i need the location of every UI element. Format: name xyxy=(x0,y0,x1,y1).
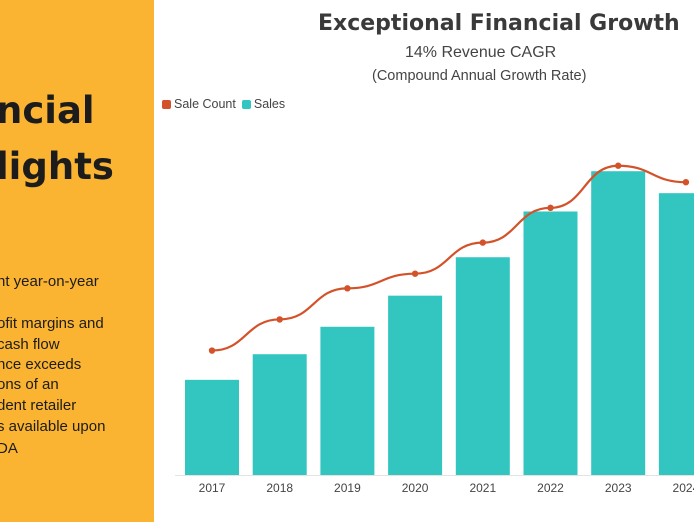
chart-subtitle: 14% Revenue CAGR xyxy=(405,44,557,61)
chart-subtitle-note: (Compound Annual Growth Rate) xyxy=(372,68,587,84)
section-heading-line1: ncial xyxy=(0,89,95,132)
legend-swatch xyxy=(162,99,171,109)
x-tick-label: 2021 xyxy=(469,481,496,495)
highlight-text: nce exceeds xyxy=(0,356,82,373)
point-2024 xyxy=(682,179,690,186)
x-tick-label: 2024 xyxy=(673,481,694,495)
x-tick-label: 2017 xyxy=(199,481,226,495)
legend-item-sales: Sales xyxy=(241,97,286,111)
section-heading-line2: lights xyxy=(0,145,114,188)
line-sale-count xyxy=(211,164,686,352)
point-2019 xyxy=(344,285,351,292)
x-tick-label: 2022 xyxy=(537,481,564,495)
bar-2021 xyxy=(455,257,510,475)
point-2022 xyxy=(547,204,554,212)
highlight-text: dent retailer xyxy=(0,397,77,414)
point-2021 xyxy=(479,239,486,246)
bar-2024 xyxy=(658,193,694,475)
highlight-text: DA xyxy=(0,440,18,457)
bar-2022 xyxy=(523,211,578,476)
x-tick-label: 2019 xyxy=(334,481,361,495)
highlight-text: ofit margins and xyxy=(0,315,104,332)
point-2017 xyxy=(208,347,216,354)
point-2023 xyxy=(615,162,622,169)
highlight-text: ons of an xyxy=(0,376,59,393)
point-2020 xyxy=(411,270,419,277)
bar-2019 xyxy=(320,326,375,475)
x-tick-label: 2018 xyxy=(266,481,293,495)
x-tick-label: 2023 xyxy=(605,481,632,495)
bar-2017 xyxy=(185,379,239,475)
x-tick-label: 2020 xyxy=(402,481,429,495)
legend-swatch xyxy=(241,99,251,109)
highlight-text: s available upon xyxy=(0,418,106,435)
legend-item-sale-count: Sale Count xyxy=(162,97,236,111)
bar-2023 xyxy=(591,171,646,475)
bar-2018 xyxy=(252,354,307,475)
legend-label: Sale Count xyxy=(174,97,236,111)
chart-legend: Sale Count Sales xyxy=(162,97,291,111)
bar-2020 xyxy=(388,295,443,475)
chart-title: Exceptional Financial Growth xyxy=(318,11,680,36)
legend-label: Sales xyxy=(253,97,286,111)
highlight-text: cash flow xyxy=(0,336,60,353)
left-panel: ncial lights nt year-on-year ofit margin… xyxy=(0,0,154,522)
highlight-text: nt year-on-year xyxy=(0,273,99,290)
point-2018 xyxy=(276,316,283,323)
